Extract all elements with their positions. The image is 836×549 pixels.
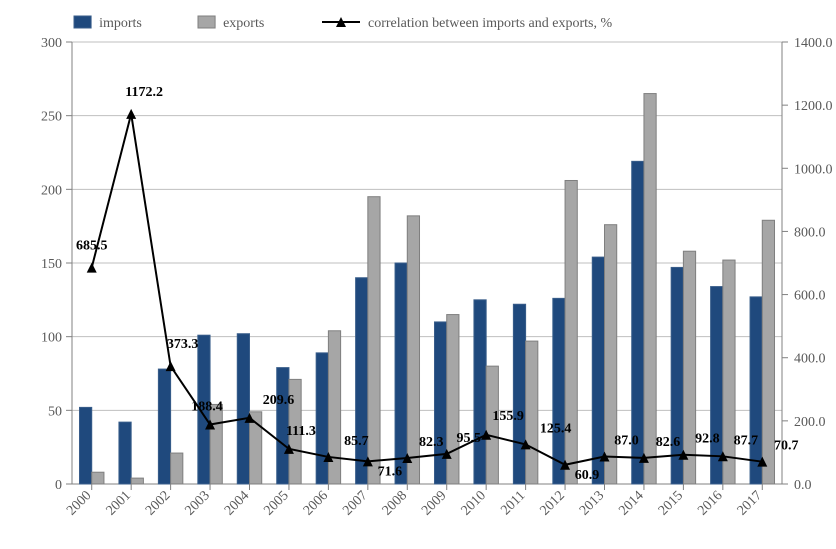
bar-exports <box>131 478 143 484</box>
legend-swatch <box>198 16 215 28</box>
bar-imports <box>671 267 683 484</box>
bar-imports <box>316 353 328 484</box>
data-label-correlation: 71.6 <box>378 464 403 479</box>
legend-label: exports <box>223 16 264 31</box>
bar-imports <box>553 298 565 484</box>
y-right-tick-label: 0.0 <box>794 478 812 493</box>
data-label-correlation: 87.7 <box>734 433 759 448</box>
y-left-tick-label: 250 <box>41 110 62 125</box>
data-label-correlation: 82.3 <box>419 435 444 450</box>
bar-imports <box>474 300 486 484</box>
y-left-tick-label: 50 <box>48 404 62 419</box>
data-label-correlation: 125.4 <box>540 421 572 436</box>
chart-container: 0 50 100 150 200 250 300 0.0 200.0 400.0 600.0 800.… <box>0 0 836 549</box>
bar-imports <box>592 257 604 484</box>
bar-imports <box>750 297 762 484</box>
data-label-correlation: 685.5 <box>76 239 108 254</box>
bar-imports <box>513 304 525 484</box>
data-label-correlation: 82.6 <box>656 435 681 450</box>
legend-label: correlation between imports and exports,… <box>368 16 612 31</box>
combo-chart: 0 50 100 150 200 250 300 0.0 200.0 400.0 600.0 800.… <box>0 0 836 549</box>
data-label-correlation: 92.8 <box>695 432 720 447</box>
data-label-correlation: 155.9 <box>492 409 524 424</box>
bar-imports <box>711 287 723 484</box>
y-left-tick-label: 0 <box>55 478 62 493</box>
bar-imports <box>237 334 249 484</box>
data-label-correlation: 209.6 <box>263 393 295 408</box>
data-label-correlation: 95.5 <box>456 431 481 446</box>
data-label-correlation: 60.9 <box>575 468 600 483</box>
bar-exports <box>486 366 498 484</box>
data-label-correlation: 111.3 <box>286 424 316 439</box>
data-label-correlation: 1172.2 <box>125 85 163 100</box>
data-label-correlation: 373.3 <box>167 337 199 352</box>
y-right-tick-label: 1000.0 <box>794 162 833 177</box>
y-right-tick-label: 1400.0 <box>794 36 833 51</box>
y-left-tick-label: 200 <box>41 183 62 198</box>
bar-exports <box>92 472 104 484</box>
data-label-correlation: 85.7 <box>344 434 369 449</box>
bar-exports <box>171 453 183 484</box>
bar-exports <box>644 94 656 484</box>
legend-swatch <box>74 16 91 28</box>
bar-imports <box>395 263 407 484</box>
y-right-tick-label: 600.0 <box>794 289 826 304</box>
data-label-correlation: 70.7 <box>774 439 799 454</box>
bar-imports <box>356 278 368 484</box>
bar-exports <box>210 404 222 484</box>
bar-imports <box>158 369 170 484</box>
y-left-tick-label: 300 <box>41 36 62 51</box>
data-label-correlation: 87.0 <box>614 434 639 449</box>
bar-exports <box>407 216 419 484</box>
bar-imports <box>79 407 91 484</box>
y-right-tick-label: 400.0 <box>794 352 826 367</box>
bar-exports <box>723 260 735 484</box>
y-left-tick-label: 150 <box>41 257 62 272</box>
data-label-correlation: 188.4 <box>191 400 223 415</box>
y-right-tick-label: 200.0 <box>794 415 826 430</box>
bar-imports <box>119 422 131 484</box>
bar-exports <box>526 341 538 484</box>
bar-exports <box>565 180 577 484</box>
bar-imports <box>434 322 446 484</box>
bar-exports <box>368 197 380 484</box>
y-right-tick-label: 1200.0 <box>794 99 833 114</box>
bar-exports <box>762 220 774 484</box>
bar-exports <box>683 251 695 484</box>
y-left-tick-label: 100 <box>41 331 62 346</box>
legend-label: imports <box>99 16 142 31</box>
y-right-tick-label: 800.0 <box>794 225 826 240</box>
